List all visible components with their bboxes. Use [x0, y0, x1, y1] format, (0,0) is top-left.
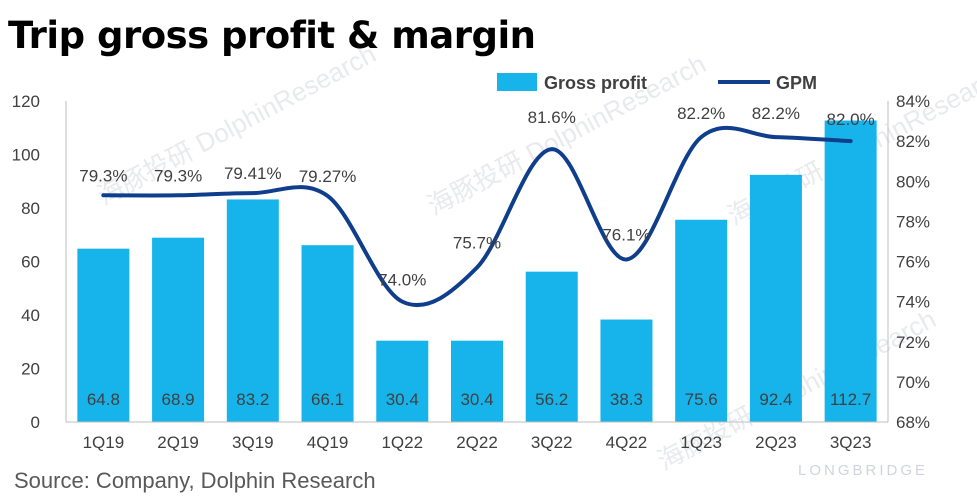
x-tick-label: 1Q22	[381, 433, 423, 452]
bar-2q22	[451, 340, 503, 422]
y-left-tick-label: 120	[12, 92, 40, 111]
bar-2q19	[152, 237, 205, 422]
bar-3q22	[525, 271, 578, 422]
x-tick-label: 2Q23	[755, 433, 797, 452]
y-left-tick-label: 0	[31, 413, 40, 432]
gpm-value-label: 74.0%	[378, 271, 426, 290]
legend-swatch-gross-profit	[497, 73, 537, 91]
x-tick-label: 2Q22	[456, 433, 498, 452]
x-tick-label: 1Q23	[680, 433, 722, 452]
bar-value-label: 68.9	[162, 390, 195, 409]
y-right-tick-label: 82%	[896, 132, 930, 151]
bar-value-label: 56.2	[535, 390, 568, 409]
brand-mark: LONGBRIDGE	[798, 462, 929, 479]
y-right-tick-label: 78%	[896, 212, 930, 231]
y-left-tick-label: 100	[12, 146, 40, 165]
gpm-value-label: 79.3%	[79, 166, 127, 185]
gpm-value-label: 75.7%	[453, 234, 501, 253]
y-right-tick-label: 70%	[896, 373, 930, 392]
y-left-tick-label: 60	[21, 253, 40, 272]
x-tick-label: 2Q19	[157, 433, 199, 452]
x-tick-label: 3Q19	[232, 433, 274, 452]
x-tick-label: 3Q23	[830, 433, 872, 452]
bar-1q23	[675, 219, 728, 422]
gpm-value-label: 82.0%	[827, 110, 875, 129]
bar-value-label: 112.7	[830, 390, 871, 409]
source-note: Source: Company, Dolphin Research	[14, 468, 376, 493]
x-tick-label: 3Q22	[531, 433, 573, 452]
gpm-value-label: 79.3%	[154, 166, 202, 185]
gpm-value-label: 79.41%	[224, 164, 282, 183]
gpm-value-label: 82.2%	[677, 104, 725, 123]
bar-value-label: 30.4	[386, 390, 419, 409]
bar-1q19	[77, 248, 130, 422]
gpm-value-label: 79.27%	[299, 167, 357, 186]
bar-3q19	[226, 199, 279, 422]
bar-value-label: 83.2	[236, 390, 269, 409]
gpm-value-label: 82.2%	[752, 104, 800, 123]
bar-2q23	[749, 174, 802, 422]
bar-value-label: 75.6	[685, 390, 718, 409]
bar-3q23	[824, 120, 877, 422]
legend-label-gross-profit: Gross profit	[544, 73, 647, 93]
y-right-tick-label: 80%	[896, 172, 930, 191]
gpm-value-label: 81.6%	[528, 108, 576, 127]
gpm-value-label: 76.1%	[602, 225, 650, 244]
y-right-tick-label: 68%	[896, 413, 930, 432]
bar-value-label: 30.4	[460, 390, 493, 409]
y-left-tick-label: 20	[21, 360, 40, 379]
y-right-tick-label: 74%	[896, 293, 930, 312]
bar-4q19	[301, 245, 354, 422]
bar-value-label: 92.4	[759, 390, 792, 409]
y-right-tick-label: 84%	[896, 92, 930, 111]
x-tick-label: 4Q19	[307, 433, 349, 452]
bar-value-label: 66.1	[311, 390, 344, 409]
chart-title: Trip gross profit & margin	[8, 14, 536, 57]
y-right-tick-label: 76%	[896, 253, 930, 272]
gpm-line	[101, 125, 853, 308]
x-tick-label: 4Q22	[606, 433, 648, 452]
y-left-tick-label: 80	[21, 199, 40, 218]
y-right-tick-label: 72%	[896, 333, 930, 352]
x-tick-label: 1Q19	[83, 433, 125, 452]
y-left-tick-label: 40	[21, 306, 40, 325]
bar-4q22	[600, 319, 653, 422]
bar-1q22	[376, 340, 429, 422]
legend-label-gpm: GPM	[776, 73, 817, 93]
bar-value-label: 38.3	[610, 390, 643, 409]
bar-value-label: 64.8	[87, 390, 120, 409]
